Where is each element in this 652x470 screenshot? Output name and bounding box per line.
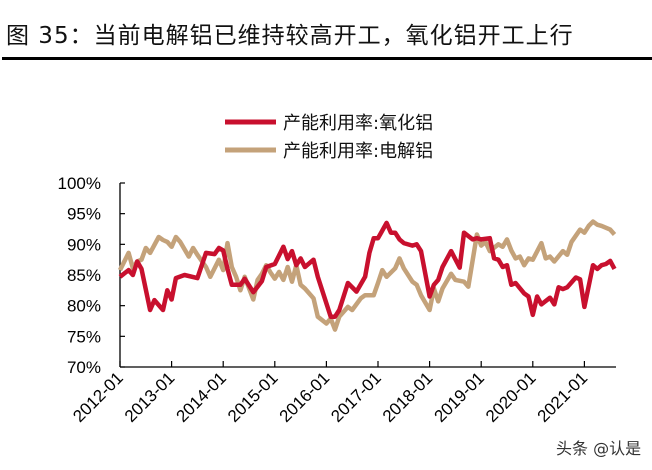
x-tick-label: 2019-01 (430, 368, 488, 426)
series-lines (117, 219, 617, 332)
x-tick-label: 2020-01 (482, 368, 540, 426)
x-tick-label: 2013-01 (121, 368, 179, 426)
legend-label-electrolytic-aluminum: 产能利用率:电解铝 (283, 141, 433, 162)
x-tick-label: 2014-01 (172, 368, 230, 426)
watermark: 头条 @认是 (556, 439, 641, 458)
x-tick-label: 2012-01 (69, 368, 127, 426)
title-divider (2, 57, 652, 60)
legend-label-alumina: 产能利用率:氧化铝 (283, 113, 433, 134)
y-tick-label: 75% (67, 327, 101, 346)
series-line-alumina (118, 220, 617, 319)
x-tick-label: 2021-01 (534, 368, 592, 426)
y-tick-label: 90% (67, 235, 101, 254)
legend: 产能利用率:氧化铝 产能利用率:电解铝 (225, 113, 433, 162)
x-tick-label: 2018-01 (379, 368, 437, 426)
y-tick-label: 95% (67, 205, 101, 224)
y-tick-label: 70% (67, 358, 101, 377)
y-tick-label: 85% (67, 266, 101, 285)
x-tick-label: 2016-01 (276, 368, 334, 426)
y-tick-label: 80% (67, 297, 101, 316)
x-tick-label: 2015-01 (224, 368, 282, 426)
axes: 100% 95% 90% 85% 80% 75% 70%2012-012013-012014… (58, 174, 616, 426)
y-tick-label: 100% (58, 174, 101, 193)
x-tick-label: 2017-01 (327, 368, 385, 426)
figure-title: 图 35：当前电解铝已维持较高开工，氧化铝开工上行 (6, 23, 574, 49)
